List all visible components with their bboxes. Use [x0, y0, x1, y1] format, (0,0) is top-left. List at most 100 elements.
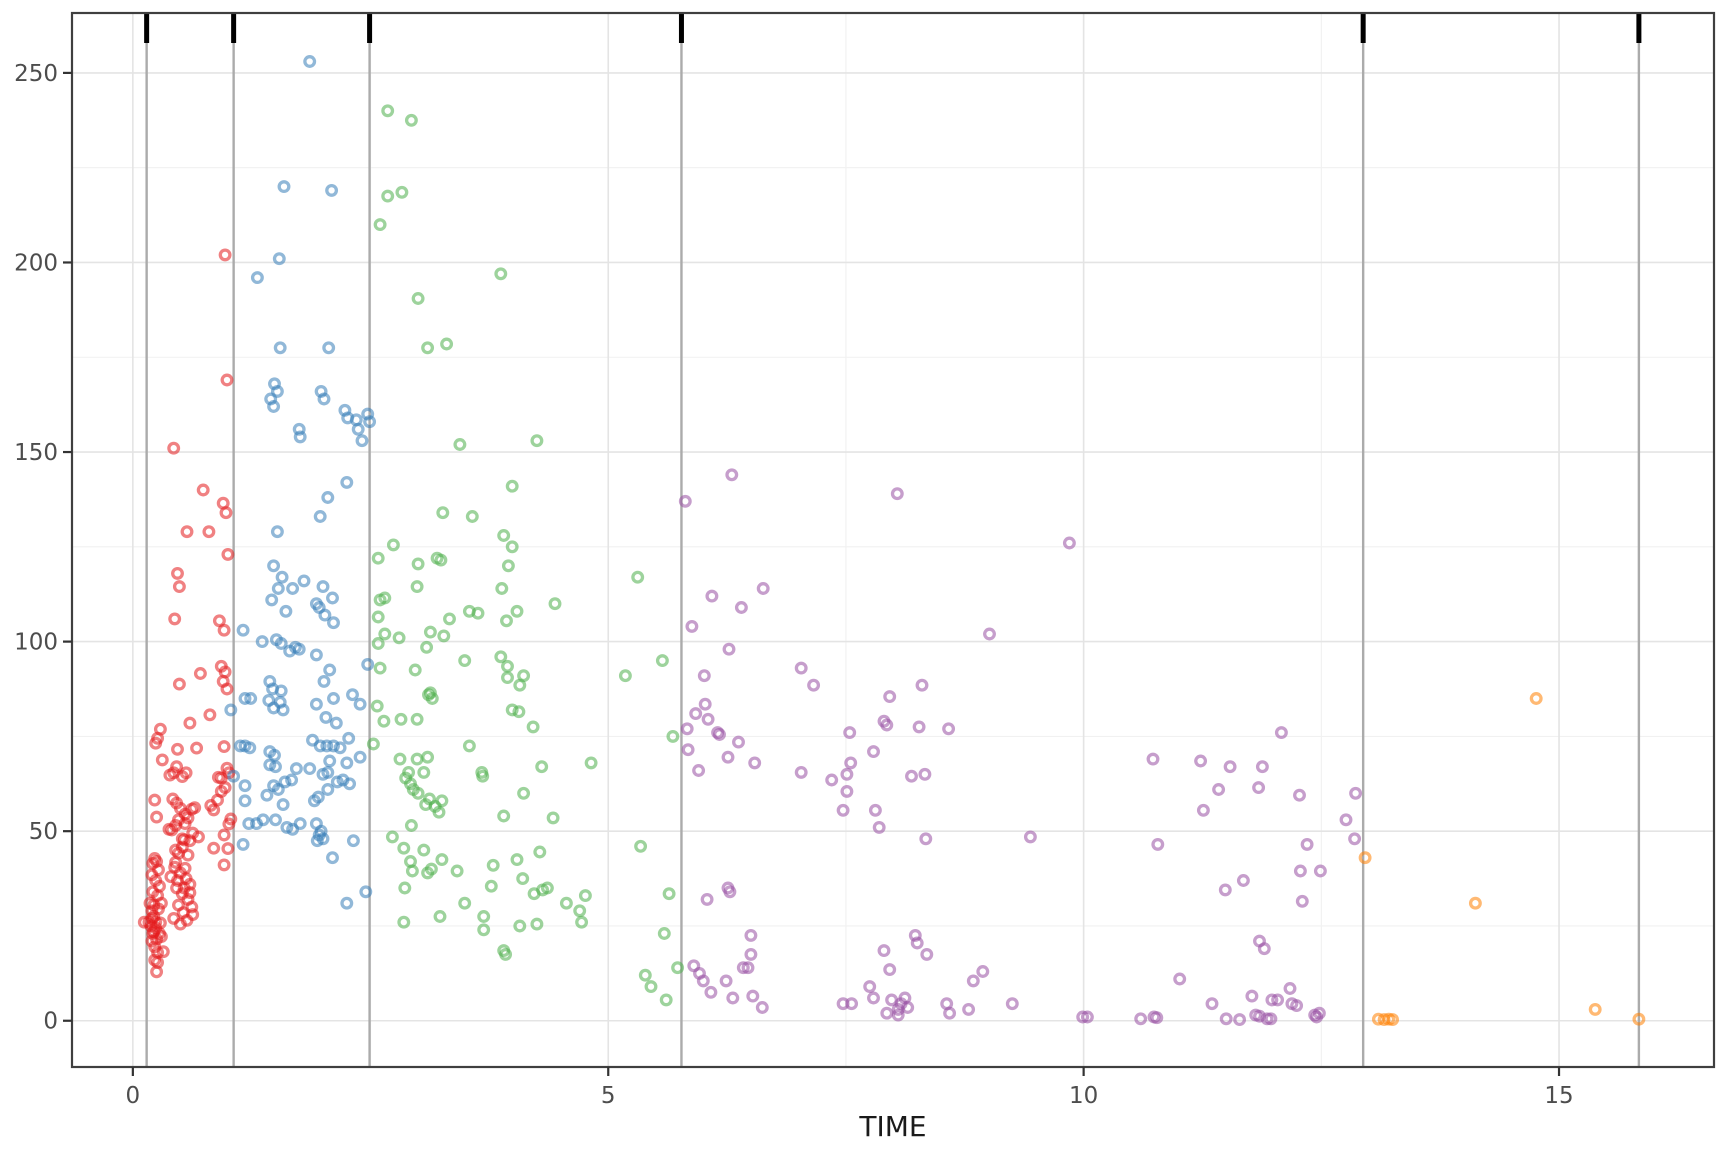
data-point	[678, 494, 692, 508]
data-point	[169, 855, 183, 869]
data-point	[517, 786, 531, 800]
data-point	[217, 828, 231, 842]
data-point	[510, 853, 524, 867]
data-point	[408, 663, 422, 677]
data-point	[307, 794, 321, 808]
data-point	[217, 858, 231, 872]
data-point	[462, 739, 476, 753]
data-point	[499, 947, 513, 961]
data-point	[891, 1008, 905, 1022]
data-point	[186, 908, 200, 922]
x-axis: 0 5 10 15	[126, 1067, 1574, 1109]
data-point	[883, 963, 897, 977]
data-point	[318, 608, 332, 622]
data-point	[1300, 837, 1314, 851]
data-point	[910, 936, 924, 950]
data-point	[175, 840, 189, 854]
data-point	[289, 762, 303, 776]
data-point	[1205, 997, 1219, 1011]
data-point	[1134, 1012, 1148, 1026]
data-point	[393, 752, 407, 766]
data-point	[371, 610, 385, 624]
x-tick-label: 10	[1069, 1083, 1098, 1109]
data-point	[450, 864, 464, 878]
data-point	[495, 582, 509, 595]
data-point	[1290, 999, 1304, 1013]
data-point	[244, 692, 258, 705]
data-point	[267, 559, 281, 573]
data-point	[433, 910, 447, 923]
data-point	[689, 707, 703, 721]
data-point	[167, 441, 181, 455]
data-point	[203, 708, 217, 722]
data-point	[919, 832, 933, 846]
data-point	[370, 699, 384, 713]
y-tick-label: 100	[14, 630, 58, 656]
data-point	[242, 817, 256, 831]
data-point	[867, 745, 880, 759]
data-point	[713, 728, 726, 741]
data-point	[1529, 692, 1543, 705]
data-point	[273, 341, 287, 355]
data-point	[486, 858, 500, 872]
data-point	[1271, 993, 1285, 1007]
data-point	[1293, 788, 1306, 802]
data-point	[530, 434, 544, 448]
data-point	[680, 722, 694, 736]
data-point	[659, 993, 673, 1007]
data-point	[484, 879, 498, 893]
data-point	[371, 551, 385, 565]
data-point	[333, 741, 347, 755]
data-point	[655, 654, 669, 668]
data-point	[309, 697, 323, 711]
data-point	[323, 754, 337, 768]
data-point	[171, 874, 184, 887]
data-point	[697, 669, 711, 683]
data-point	[546, 811, 560, 825]
data-point	[224, 703, 238, 717]
data-point	[417, 765, 431, 779]
data-point	[836, 803, 850, 817]
data-point	[698, 697, 712, 711]
data-point	[404, 113, 418, 127]
major-gridlines	[72, 13, 1714, 1067]
data-point	[540, 881, 554, 895]
data-point	[183, 716, 197, 730]
data-point	[238, 779, 252, 793]
data-point	[845, 997, 859, 1011]
data-point	[1151, 837, 1165, 851]
data-point	[501, 559, 515, 573]
data-point	[267, 400, 281, 413]
data-point	[271, 783, 285, 796]
data-point	[303, 762, 317, 776]
data-point	[880, 718, 894, 732]
data-point	[269, 760, 282, 774]
data-point	[471, 606, 485, 620]
data-point	[156, 945, 170, 959]
data-point	[292, 642, 306, 656]
data-point	[422, 688, 435, 702]
data-point	[1076, 1010, 1090, 1024]
data-point	[505, 479, 519, 493]
data-point	[417, 843, 431, 857]
data-point	[196, 483, 210, 497]
data-point	[942, 722, 956, 736]
data-point	[207, 841, 221, 855]
data-point	[1023, 830, 1037, 844]
data-point	[385, 830, 399, 844]
data-point	[323, 663, 337, 677]
data-point	[411, 292, 425, 305]
data-point	[843, 726, 857, 740]
data-point	[825, 773, 839, 787]
data-point	[381, 189, 395, 203]
data-point	[732, 735, 745, 749]
data-point	[1265, 993, 1279, 1007]
data-point	[1218, 883, 1232, 897]
data-point	[559, 896, 573, 910]
x-axis-title: TIME	[858, 1110, 926, 1143]
data-point	[177, 833, 191, 847]
data-point	[172, 580, 186, 594]
data-point	[286, 582, 300, 595]
data-point	[497, 809, 511, 823]
data-point	[275, 570, 289, 584]
